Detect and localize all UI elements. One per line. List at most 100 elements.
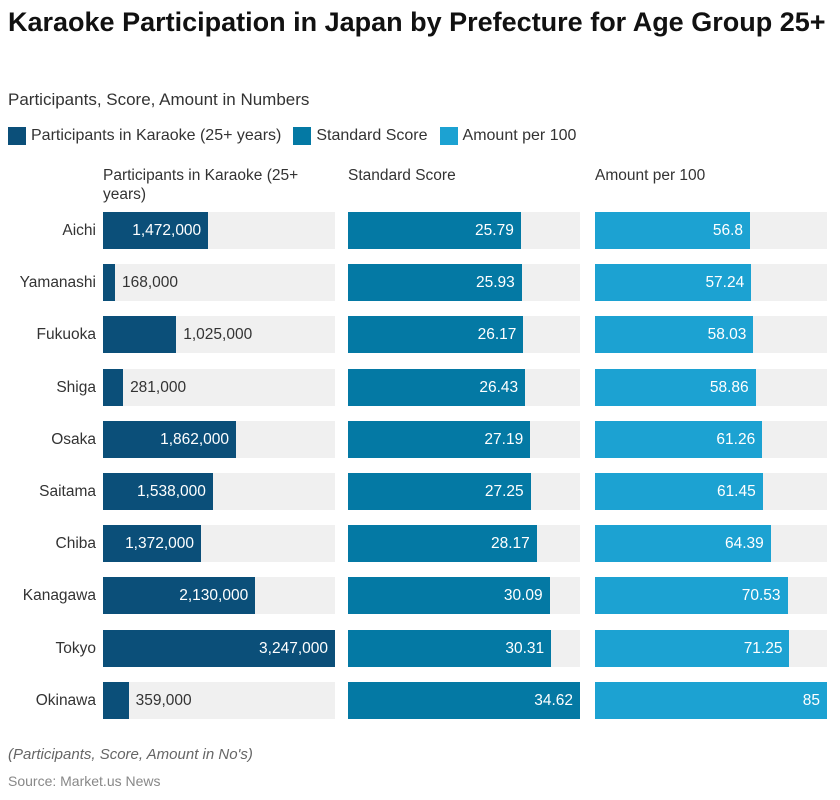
bar-track: 61.45: [595, 473, 827, 510]
legend-swatch: [8, 127, 26, 145]
bar-track: 359,000: [103, 681, 335, 719]
legend-item: Standard Score: [293, 127, 428, 145]
data-label: 58.03: [707, 326, 747, 344]
bar: [595, 525, 771, 563]
data-label: 70.53: [741, 587, 781, 605]
data-label: 85: [802, 691, 820, 709]
bar-track: 58.03: [595, 316, 827, 354]
bar: [103, 629, 335, 667]
bar-track: 57.24: [595, 264, 827, 302]
data-label: 27.25: [484, 483, 524, 500]
data-label: 34.62: [534, 691, 573, 709]
bar-track: 58.86: [595, 368, 827, 406]
bar-track: 25.79: [348, 212, 580, 249]
legend: Participants in Karaoke (25+ years) Stand…: [8, 127, 576, 145]
bar: [595, 681, 827, 719]
category-label: Okinawa: [35, 691, 96, 709]
data-label: 57.24: [705, 274, 745, 292]
bar-track: 71.25: [595, 629, 827, 667]
bar: [348, 629, 552, 667]
bar: [103, 525, 202, 563]
bar-track: 1,862,000: [103, 420, 335, 458]
bar-track: 1,538,000: [103, 473, 335, 510]
bar-track: 281,000: [103, 368, 335, 406]
category-label: Osaka: [51, 430, 96, 448]
category-label: Fukuoka: [36, 326, 96, 344]
data-label: 25.93: [475, 274, 515, 292]
bar: [348, 473, 531, 510]
bar: [103, 316, 177, 354]
bar: [103, 368, 124, 406]
bar-track: 27.19: [348, 420, 580, 458]
data-label: 71.25: [743, 639, 783, 657]
data-label: 30.31: [505, 639, 545, 657]
bar-track: 26.17: [348, 316, 580, 354]
bar: [348, 525, 537, 563]
data-label: 27.19: [484, 430, 524, 448]
bar: [103, 212, 209, 249]
category-label: Chiba: [55, 535, 97, 553]
bar: [348, 681, 580, 719]
data-label: 26.17: [477, 326, 517, 344]
bar: [595, 264, 752, 302]
data-label: 168,000: [122, 274, 179, 292]
bar-track: 30.31: [348, 629, 580, 667]
data-label: 3,247,000: [259, 639, 328, 657]
bar: [595, 368, 756, 406]
legend-label: Participants in Karaoke (25+ years): [31, 127, 282, 144]
bar-track: 25.93: [348, 264, 580, 302]
chart-subtitle: Participants, Score, Amount in Numbers: [8, 90, 310, 109]
legend-swatch: [439, 127, 458, 145]
data-label: 1,472,000: [132, 222, 202, 239]
data-label: 2,130,000: [179, 587, 249, 605]
category-label: Saitama: [39, 483, 96, 500]
chart-source: Source: Market.us News: [8, 773, 161, 789]
bar: [348, 368, 526, 406]
bar-track: 64.39: [595, 525, 827, 563]
data-label: 58.86: [709, 378, 749, 396]
category-label: Kanagawa: [22, 587, 96, 605]
data-label: 25.79: [475, 222, 514, 239]
legend-label: Standard Score: [316, 127, 428, 144]
bar: [595, 420, 763, 458]
bar-track: 34.62: [348, 681, 580, 719]
bar: [348, 577, 550, 615]
category-label: Yamanashi: [19, 274, 96, 292]
legend-item: Amount per 100: [439, 127, 577, 145]
data-label: 28.17: [490, 535, 530, 553]
data-label: 61.26: [716, 430, 756, 448]
bar: [595, 473, 763, 510]
bar-track: 30.09: [348, 577, 580, 615]
data-label: 1,025,000: [183, 326, 253, 344]
legend-label: Amount per 100: [462, 127, 577, 144]
data-label: 26.43: [479, 378, 519, 396]
category-label: Aichi: [62, 222, 96, 239]
bar: [348, 264, 522, 302]
category-label: Shiga: [56, 378, 96, 396]
bar: [103, 420, 237, 458]
data-label: 1,372,000: [125, 535, 195, 553]
data-label: 1,538,000: [136, 483, 206, 500]
bar-track: 1,472,000: [103, 212, 335, 249]
bar: [103, 264, 115, 302]
bar: [103, 681, 129, 719]
bar: [595, 212, 751, 249]
data-label: 359,000: [135, 691, 192, 709]
bar: [595, 629, 790, 667]
chart-note: (Participants, Score, Amount in No's): [8, 746, 253, 763]
bar: [103, 473, 213, 510]
data-label: 30.09: [503, 587, 543, 605]
bar-track: 61.26: [595, 420, 827, 458]
data-label: 1,862,000: [160, 430, 230, 448]
data-label: 61.45: [716, 483, 756, 500]
data-label: 281,000: [130, 378, 187, 396]
bar: [348, 316, 524, 354]
bar: [595, 316, 754, 354]
category-label: Tokyo: [55, 639, 97, 657]
bar-track: 26.43: [348, 368, 580, 406]
panel-header: Participants in Karaoke (25+ years): [103, 167, 299, 203]
bar-track: 3,247,000: [103, 629, 335, 667]
bar-track: 1,372,000: [103, 525, 335, 563]
chart-title: Karaoke Participation in Japan by Prefec…: [8, 7, 826, 37]
